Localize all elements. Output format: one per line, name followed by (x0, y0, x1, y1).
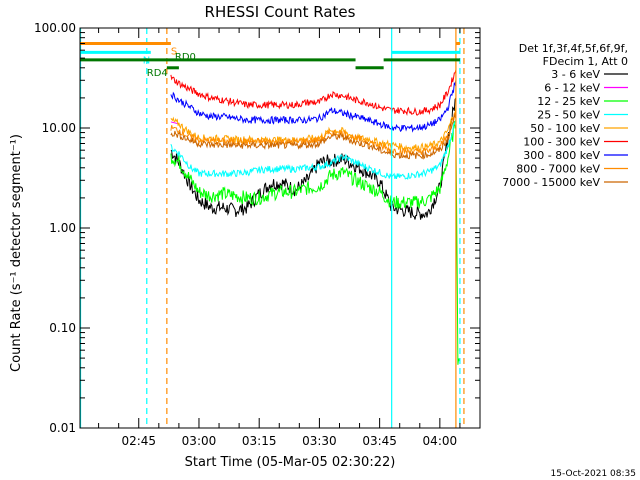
legend-label: 7000 - 15000 keV (502, 176, 600, 189)
series-line (170, 107, 457, 153)
y-tick-label: 100.00 (34, 21, 76, 35)
footer-timestamp: 15-Oct-2021 08:35 (551, 469, 636, 479)
legend-label: 50 - 100 keV (530, 122, 600, 135)
chart-title: RHESSI Count Rates (205, 3, 356, 21)
series-4 (170, 107, 457, 153)
series-line (170, 110, 457, 157)
legend-header: Det 1f,3f,4f,5f,6f,9f, (519, 42, 628, 55)
legend: Det 1f,3f,4f,5f,6f,9f,FDecim 1, Att 03 -… (502, 42, 628, 189)
x-tick-label: 03:45 (362, 434, 397, 448)
y-tick-label: 0.10 (49, 321, 76, 335)
y-tick-label: 10.00 (42, 121, 76, 135)
series-2 (170, 120, 461, 365)
y-tick-label: 0.01 (49, 421, 76, 435)
series-5 (170, 69, 457, 117)
series-6 (170, 80, 457, 133)
x-tick-label: 03:00 (182, 434, 217, 448)
legend-label: 800 - 7000 keV (516, 163, 600, 176)
plot-area: SNRD0RD40.010.101.0010.00100.0002:4503:0… (34, 21, 481, 448)
x-axis-label: Start Time (05-Mar-05 02:30:22) (185, 455, 396, 470)
x-tick-label: 02:45 (121, 434, 156, 448)
legend-label: 6 - 12 keV (544, 82, 600, 95)
x-tick-label: 03:30 (302, 434, 337, 448)
series-7 (170, 110, 457, 157)
y-axis-label: Count Rate (s⁻¹ detector segment⁻¹) (9, 134, 24, 372)
legend-header: FDecim 1, Att 0 (543, 55, 628, 68)
series-8 (170, 113, 457, 160)
legend-label: 25 - 50 keV (537, 109, 600, 122)
x-tick-label: 03:15 (242, 434, 277, 448)
x-tick-label: 04:00 (423, 434, 458, 448)
series-line (170, 113, 457, 160)
flag-label: RD4 (147, 68, 168, 79)
flag-label: RD0 (175, 52, 196, 63)
series-3 (170, 119, 457, 181)
series-line (170, 119, 457, 181)
y-tick-label: 1.00 (49, 221, 76, 235)
series-line (170, 69, 457, 117)
legend-label: 100 - 300 keV (523, 136, 600, 149)
legend-label: 300 - 800 keV (523, 149, 600, 162)
axes-frame (79, 27, 481, 429)
flag-label: S (171, 46, 177, 57)
series-line (170, 80, 457, 133)
legend-label: 3 - 6 keV (551, 68, 600, 81)
series-line (170, 120, 461, 365)
legend-label: 12 - 25 keV (537, 95, 600, 108)
